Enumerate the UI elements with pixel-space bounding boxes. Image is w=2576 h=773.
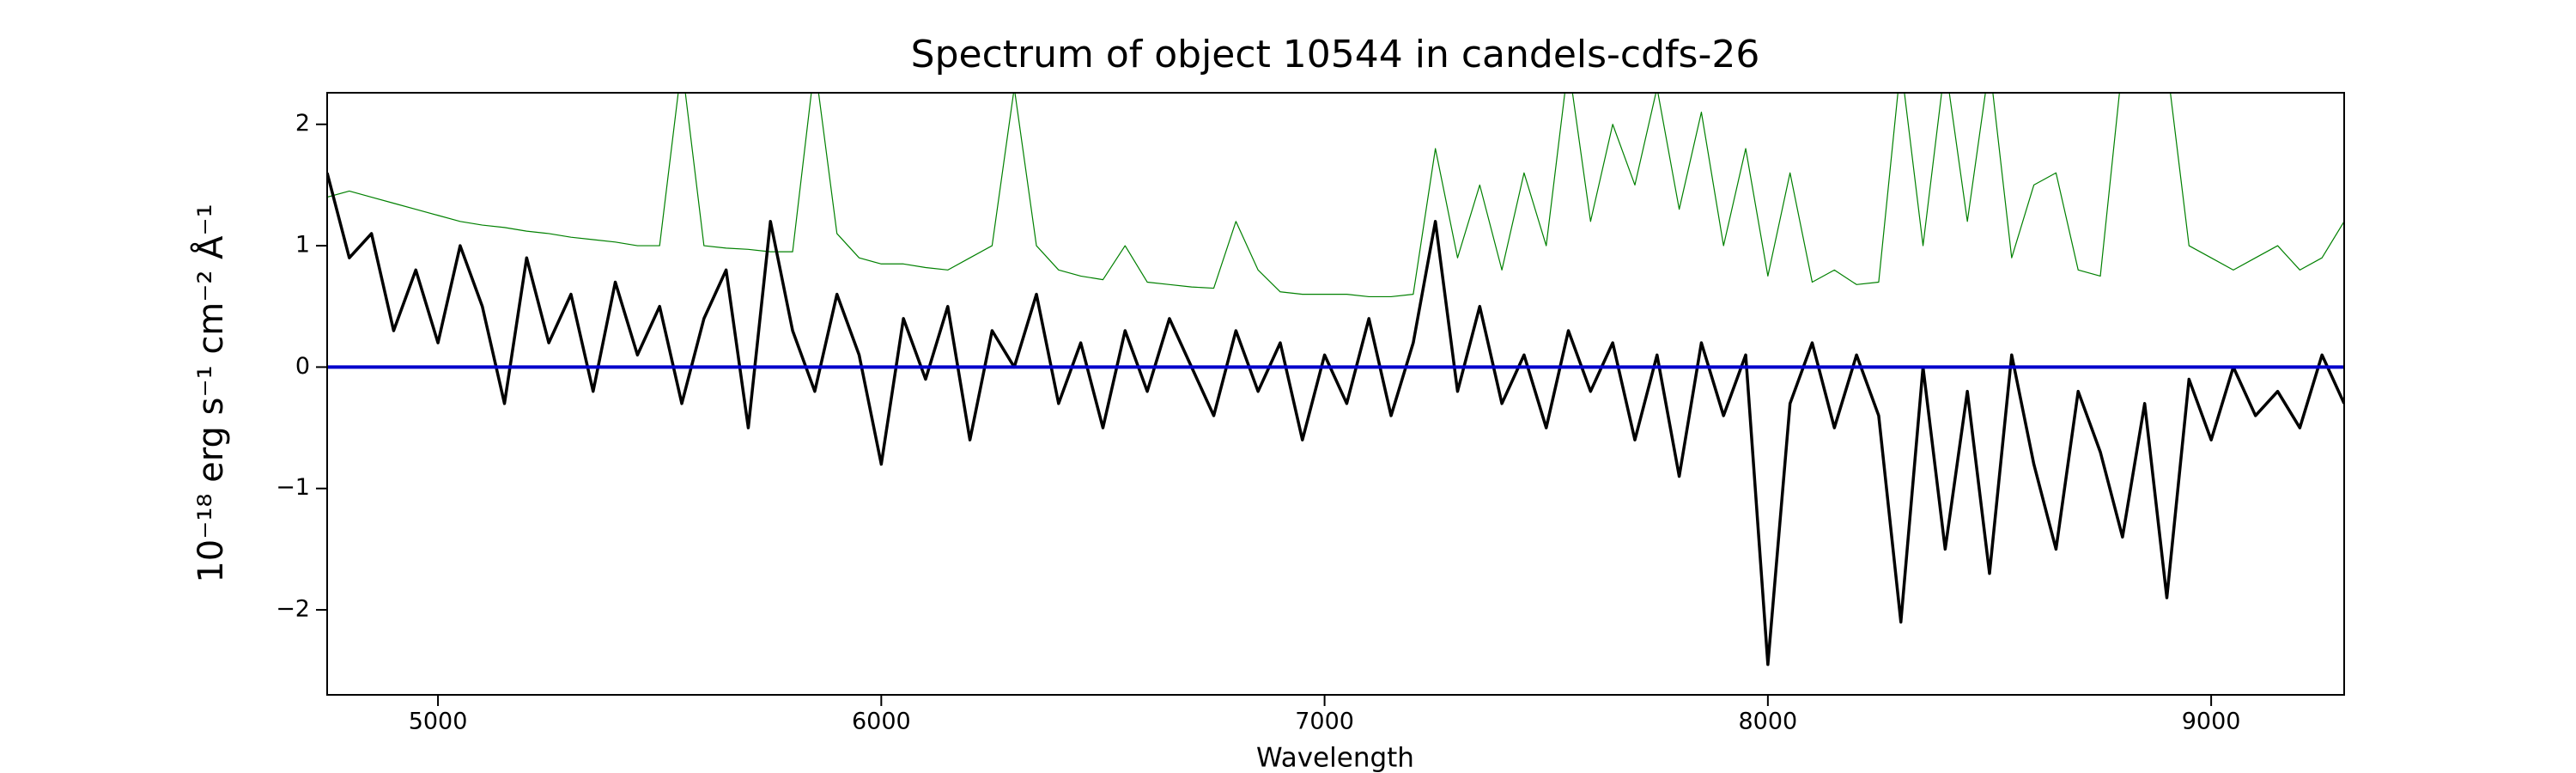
y-tick-label: −1 bbox=[276, 474, 310, 501]
chart-title: Spectrum of object 10544 in candels-cdfs… bbox=[911, 33, 1760, 76]
plot-area bbox=[327, 93, 2344, 666]
spectrum-line bbox=[327, 93, 2344, 298]
spectrum-line bbox=[327, 172, 2344, 666]
y-axis-label: 10⁻¹⁸ erg s⁻¹ cm⁻² Å⁻¹ bbox=[190, 204, 231, 582]
x-tick-label: 8000 bbox=[1738, 709, 1797, 735]
x-axis-label: Wavelength bbox=[1256, 743, 1414, 773]
x-tick-label: 6000 bbox=[852, 709, 911, 735]
x-tick-label: 7000 bbox=[1295, 709, 1354, 735]
axes-frame bbox=[326, 92, 2345, 696]
x-tick-label: 5000 bbox=[409, 709, 468, 735]
x-tick-label: 9000 bbox=[2182, 709, 2241, 735]
y-tick-label: −2 bbox=[276, 596, 310, 623]
y-tick-label: 2 bbox=[295, 110, 310, 137]
y-tick-label: 0 bbox=[295, 353, 310, 380]
y-tick-label: 1 bbox=[295, 232, 310, 259]
